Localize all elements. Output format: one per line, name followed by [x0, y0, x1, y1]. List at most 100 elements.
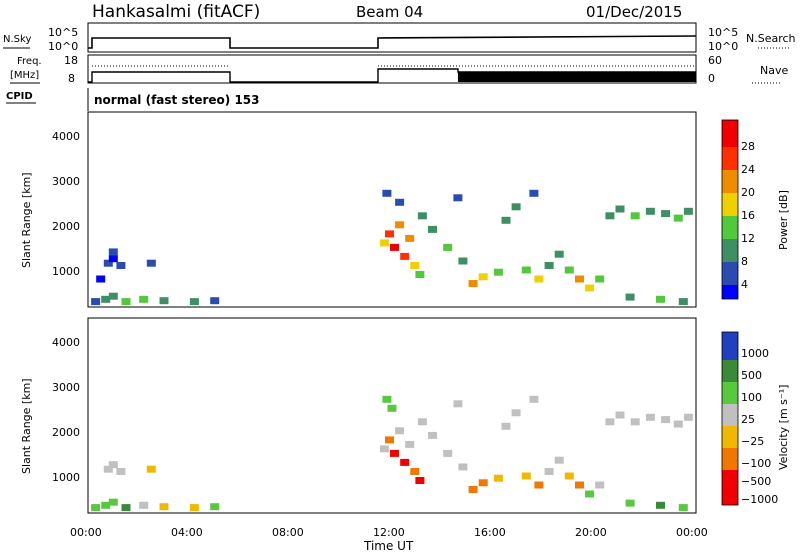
velocity-cell [189, 504, 199, 512]
nsky-label: N.Sky [3, 34, 31, 45]
velocity-cell [554, 456, 564, 464]
power-cell [96, 275, 106, 283]
velocity-cell [605, 418, 615, 426]
power-cell [585, 284, 595, 292]
cpid-label: CPID [6, 91, 33, 102]
power-cb-yellow [722, 193, 738, 216]
x-tick-0400: 04:00 [171, 526, 203, 539]
velocity-cell [564, 472, 574, 480]
x-tick-0000: 00:00 [70, 526, 102, 539]
velocity-cell [405, 440, 415, 448]
power-cell [382, 189, 392, 197]
power-cell [395, 221, 405, 229]
power-cell [673, 214, 683, 222]
velocity-cb-green [722, 382, 738, 404]
velocity-cell [529, 395, 539, 403]
beam-label: Beam 04 [356, 3, 423, 21]
power-cell [615, 205, 625, 213]
power-cell [595, 275, 605, 283]
power-cell [101, 295, 111, 303]
x-tick-2400: 00:00 [676, 526, 708, 539]
nsky-tick-bottom: 10^0 [48, 40, 78, 53]
velocity-cell [210, 503, 220, 511]
power-cb-deep-blue [722, 285, 738, 299]
freq-strip-frame [87, 54, 697, 84]
power-cell [400, 252, 410, 260]
velocity-cell [103, 465, 113, 473]
power-cell [379, 239, 389, 247]
velocity-cell [661, 416, 671, 424]
power-cell [534, 275, 544, 283]
power-cell [453, 194, 463, 202]
power-cell [108, 255, 118, 263]
velocity-cell [534, 481, 544, 489]
velocity-cell [501, 422, 511, 430]
power-cell [210, 297, 220, 305]
x-tick-1200: 12:00 [373, 526, 405, 539]
power-cell [415, 271, 425, 278]
power-cb-tick-4: 4 [741, 278, 748, 291]
velocity-panel-frame [87, 317, 697, 514]
x-tick-1600: 16:00 [474, 526, 506, 539]
velocity-cell [101, 501, 111, 509]
power-cell [121, 298, 131, 306]
power-colorbar: 28 24 20 16 12 8 4 Power [dB] [721, 119, 790, 300]
x-axis-label: Time UT [363, 539, 414, 553]
velocity-cell [443, 449, 453, 457]
velocity-cell [400, 458, 410, 466]
power-cell [405, 234, 415, 242]
velocity-cell [453, 400, 463, 408]
freq-trace [88, 68, 696, 83]
velocity-cb-tick-1000: 1000 [741, 347, 769, 360]
nave-label: Nave [760, 64, 788, 77]
power-cb-tick-16: 16 [741, 209, 755, 222]
power-cb-red [722, 120, 738, 147]
velocity-cell [595, 481, 605, 489]
power-cell [501, 216, 511, 224]
power-cb-tick-24: 24 [741, 163, 755, 176]
date-label: 01/Dec/2015 [586, 3, 682, 21]
velocity-cb-blue [722, 332, 738, 360]
velocity-cell [683, 413, 693, 421]
power-cell [625, 293, 635, 301]
power-cb-tick-12: 12 [741, 232, 755, 245]
velocity-cell [673, 420, 683, 428]
power-cb-orange-red [722, 147, 738, 170]
power-y-tick-1000: 1000 [52, 265, 80, 278]
velocity-cb-tick-neg1000: −1000 [741, 493, 778, 506]
velocity-cell [521, 472, 531, 480]
power-cell [605, 212, 615, 220]
velocity-ylabel: Slant Range [km] [20, 378, 33, 474]
power-cell [554, 250, 564, 258]
power-cb-blue [722, 262, 738, 285]
velocity-cell [108, 461, 118, 469]
x-axis: 00:00 04:00 08:00 12:00 16:00 20:00 00:0… [70, 526, 708, 553]
power-cell [417, 212, 427, 220]
velocity-cb-dark-green [722, 360, 738, 382]
power-cell [468, 280, 478, 287]
freq-filled-band [458, 72, 696, 82]
velocity-cb-grey [722, 404, 738, 426]
power-cell [645, 207, 655, 215]
velocity-y-tick-3000: 3000 [52, 381, 80, 394]
freq-unit-label: [MHz] [10, 70, 39, 81]
velocity-cell [410, 468, 420, 475]
power-cb-tick-8: 8 [741, 255, 748, 268]
velocity-cell [159, 503, 169, 511]
power-cell [521, 266, 531, 274]
power-cell [385, 230, 394, 238]
velocity-cell [678, 504, 688, 512]
power-panel-frame [87, 111, 697, 308]
power-cell [656, 295, 665, 303]
velocity-cell [390, 449, 399, 457]
velocity-cell [379, 445, 389, 453]
nsearch-tick-top: 10^5 [708, 26, 738, 39]
freq-label: Freq. [17, 56, 42, 67]
power-cell [395, 198, 405, 206]
freq-tick-top: 18 [64, 54, 78, 67]
velocity-cell [139, 501, 149, 509]
velocity-marks [91, 395, 693, 512]
freq-tick-bottom: 8 [68, 72, 75, 85]
power-cell [478, 273, 488, 281]
